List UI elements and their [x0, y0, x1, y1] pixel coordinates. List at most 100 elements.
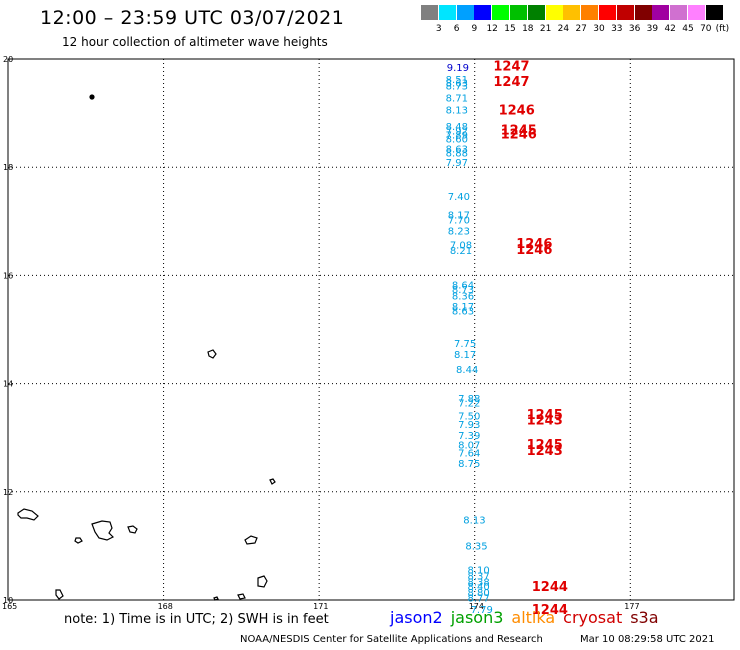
units-note: note: 1) Time is in UTC; 2) SWH is in fe… [64, 612, 329, 627]
wave-height-value: 8.17 [448, 210, 470, 221]
island-lae [74, 537, 83, 544]
generated-timestamp: Mar 10 08:29:58 UTC 2021 [580, 634, 715, 645]
wave-height-value: 7.93 [458, 420, 480, 431]
island-jaluit [257, 575, 268, 588]
lon-label: 171 [313, 602, 328, 611]
wave-height-value: 8.13 [446, 105, 468, 116]
legend-label: 24 [557, 24, 570, 34]
wave-height-value: 8.13 [463, 515, 485, 526]
wave-height-value: 8.48 [446, 122, 468, 133]
pass-time-label: 1247 [493, 75, 529, 90]
wave-height-value: 8.23 [448, 226, 470, 237]
pass-time-label: 1245 [527, 438, 563, 453]
legend-swatch [705, 5, 723, 20]
map-frame [7, 58, 735, 601]
pass-time-label: 1246 [516, 237, 552, 252]
legend-label: 27 [575, 24, 587, 34]
pass-time-label: 1244 [532, 580, 568, 595]
pass-time-label: 1245 [527, 408, 563, 423]
lat-label: 10 [3, 596, 13, 605]
satellite-name: jason2 [390, 608, 443, 627]
island-ailinglaplap [244, 535, 258, 545]
wave-height-value: 8.73 [452, 285, 474, 296]
wave-height-value: 8.60 [446, 135, 468, 146]
wave-height-value: 8.40 [467, 582, 489, 593]
wave-height-value: 7.64 [458, 448, 480, 459]
legend-swatch [688, 5, 705, 20]
legend-swatch [652, 5, 670, 20]
wave-height-value: 8.44 [456, 365, 478, 376]
wave-height-value: 8.38 [467, 578, 489, 589]
wave-height-value: 9.19 [447, 63, 469, 74]
wave-height-value: 7.40 [448, 192, 470, 203]
island-mili [237, 593, 246, 600]
wave-height-value: 8.36 [452, 291, 474, 302]
grid-lines [8, 59, 734, 600]
wave-height-value: 7.79 [471, 605, 493, 616]
lon-label: 168 [158, 602, 173, 611]
wave-height-value: 7.89 [446, 131, 468, 142]
island-wotje [127, 525, 138, 534]
island-wake [89, 94, 95, 100]
legend-swatch [670, 5, 688, 20]
legend-swatch [545, 5, 563, 20]
pass-time-label: 1246 [499, 103, 535, 118]
wave-height-value: 8.51 [446, 75, 468, 86]
wave-height-value: 8.64 [452, 281, 474, 292]
pass-time-label: 1246 [501, 128, 537, 143]
legend-label: 21 [539, 24, 552, 34]
wave-height-value: 8.77 [467, 593, 489, 604]
wave-height-value: 8.21 [450, 246, 472, 257]
wave-height-value: 7.92 [446, 126, 468, 137]
legend-swatch [634, 5, 652, 20]
lon-label: 177 [624, 602, 639, 611]
island-bikini [269, 478, 276, 485]
wave-height-value: 8.07 [458, 441, 480, 452]
pass-time-label: 1247 [493, 59, 529, 74]
wave-height-value: 8.75 [458, 459, 480, 470]
legend-label: 12 [486, 24, 498, 34]
wave-height-value: 7.70 [448, 216, 470, 227]
satellite-legend: jason2 jason3 altika cryosat s3a [390, 608, 667, 627]
island-ebon [213, 596, 219, 601]
legend-label: 39 [646, 24, 659, 34]
lat-label: 20 [3, 55, 13, 64]
lon-label: 174 [469, 602, 484, 611]
satellite-name: altika [511, 608, 556, 627]
lat-label: 12 [3, 488, 13, 497]
satellite-name: jason3 [450, 608, 504, 627]
satellite-name: cryosat [563, 608, 623, 627]
legend-swatch [563, 5, 581, 20]
legend-swatch [599, 5, 616, 20]
wave-observations: 9.198.518.638.738.718.138.487.927.898.60… [446, 63, 493, 616]
wave-height-value: 8.88 [446, 149, 468, 160]
legend-swatch [421, 5, 438, 20]
legend-label: 9 [471, 24, 478, 34]
wave-height-value: 8.63 [452, 307, 474, 318]
legend-swatch [616, 5, 634, 20]
pass-time-label: 1246 [516, 243, 552, 258]
wave-height-value: 8.17 [452, 302, 474, 313]
legend-swatch [510, 5, 527, 20]
legend-unit: (ft) [715, 24, 730, 34]
wave-height-value: 7.97 [446, 158, 468, 169]
pass-time-label: 1243 [527, 413, 563, 428]
wave-height-value: 7.22 [458, 399, 480, 410]
page-title: 12:00 – 23:59 UTC 03/07/2021 [40, 7, 345, 29]
wave-height-value: 7.08 [450, 241, 472, 252]
legend-swatch [456, 5, 474, 20]
legend-label: 45 [682, 24, 694, 34]
legend-swatch [527, 5, 545, 20]
island-kwajalein [91, 520, 115, 541]
legend-label: 33 [611, 24, 623, 34]
legend-label: 42 [664, 24, 676, 34]
legend-swatch [581, 5, 599, 20]
wave-height-value: 7.39 [458, 431, 480, 442]
island-namorik [55, 589, 64, 600]
wave-height-value: 8.71 [446, 93, 468, 104]
legend-label: 15 [504, 24, 516, 34]
lat-label: 14 [3, 380, 13, 389]
wave-height-value: 8.63 [446, 78, 468, 89]
